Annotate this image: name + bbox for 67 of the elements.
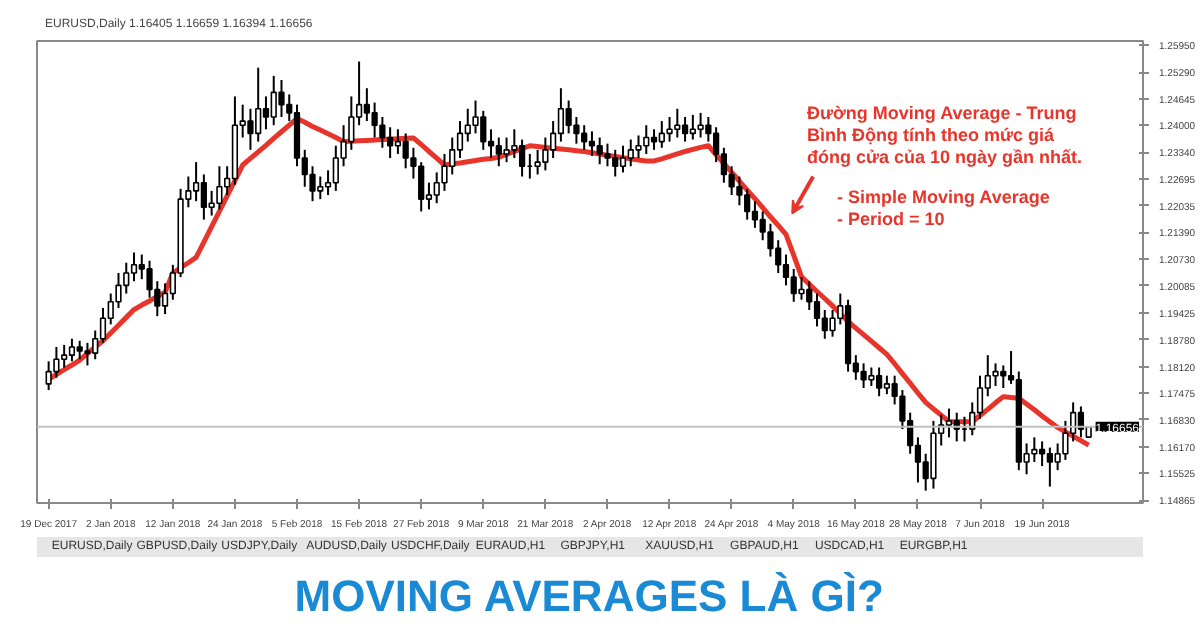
- candlestick: [495, 136, 502, 168]
- text: MOVING AVERAGES LÀ GÌ?: [294, 571, 884, 621]
- candlestick: [363, 87, 370, 123]
- candlestick: [945, 407, 953, 439]
- candlestick: [464, 107, 471, 143]
- candlestick: [192, 161, 200, 203]
- candlestick: [821, 308, 828, 340]
- candlestick: [76, 339, 83, 361]
- candlestick: [449, 136, 456, 176]
- candlestick: [650, 128, 658, 151]
- candlestick: [1000, 364, 1007, 390]
- candlestick: [697, 111, 704, 139]
- candlestick: [317, 175, 324, 201]
- candlestick: [480, 109, 487, 151]
- candlestick: [270, 74, 277, 127]
- candlestick: [255, 66, 262, 143]
- candlestick: [643, 124, 650, 155]
- candlestick: [689, 113, 696, 141]
- candlestick: [868, 366, 875, 387]
- candlestick: [247, 107, 254, 151]
- candlestick: [216, 165, 223, 211]
- candlestick: [557, 87, 565, 143]
- candlestick: [472, 99, 479, 135]
- candlestick: [123, 261, 130, 295]
- candlestick: [581, 124, 588, 151]
- candlestick: [511, 128, 518, 160]
- candlestick: [806, 280, 813, 311]
- candlestick: [418, 161, 425, 213]
- annotation: - Simple Moving Average: [837, 187, 1050, 207]
- candlestick: [503, 136, 510, 164]
- candlestick: [627, 138, 634, 168]
- candlestick: [658, 120, 665, 149]
- annotation: Đường Moving Average - Trung Bình Động tính theo mức giá đóng cửa của 10 ngày gần nhất.: [807, 103, 1083, 167]
- candlestick: [394, 128, 402, 155]
- candlestick: [387, 126, 394, 160]
- candlestick: [596, 136, 603, 166]
- candlestick: [278, 79, 285, 118]
- candlestick: [744, 187, 751, 221]
- candlestick: [293, 103, 301, 168]
- candlestick: [262, 95, 270, 131]
- candlestick: [674, 107, 681, 139]
- candlestick: [775, 239, 782, 275]
- candlestick: [84, 341, 91, 367]
- candlestick: [61, 343, 68, 369]
- candlestick: [860, 362, 867, 390]
- candlestick: [200, 173, 207, 221]
- candlestick: [798, 276, 805, 301]
- candlestick: [1038, 440, 1046, 468]
- candlestick: [782, 253, 790, 287]
- candlestick: [666, 115, 673, 143]
- candlestick: [883, 374, 890, 396]
- candlestick: [612, 148, 619, 178]
- candlestick: [332, 144, 339, 192]
- candlestick: [1046, 446, 1053, 488]
- candlestick: [681, 115, 689, 143]
- candlestick: [790, 267, 797, 303]
- candlestick: [456, 120, 464, 160]
- annotation: - Period = 10: [837, 209, 945, 229]
- candlestick: [130, 251, 138, 283]
- candlestick: [619, 144, 627, 174]
- candlestick: [518, 138, 526, 178]
- candlestick: [588, 130, 596, 157]
- candlestick: [930, 419, 937, 490]
- candlestick: [875, 366, 883, 398]
- candlestick: [68, 337, 76, 363]
- candlestick: [813, 292, 821, 328]
- candlestick: [751, 200, 759, 229]
